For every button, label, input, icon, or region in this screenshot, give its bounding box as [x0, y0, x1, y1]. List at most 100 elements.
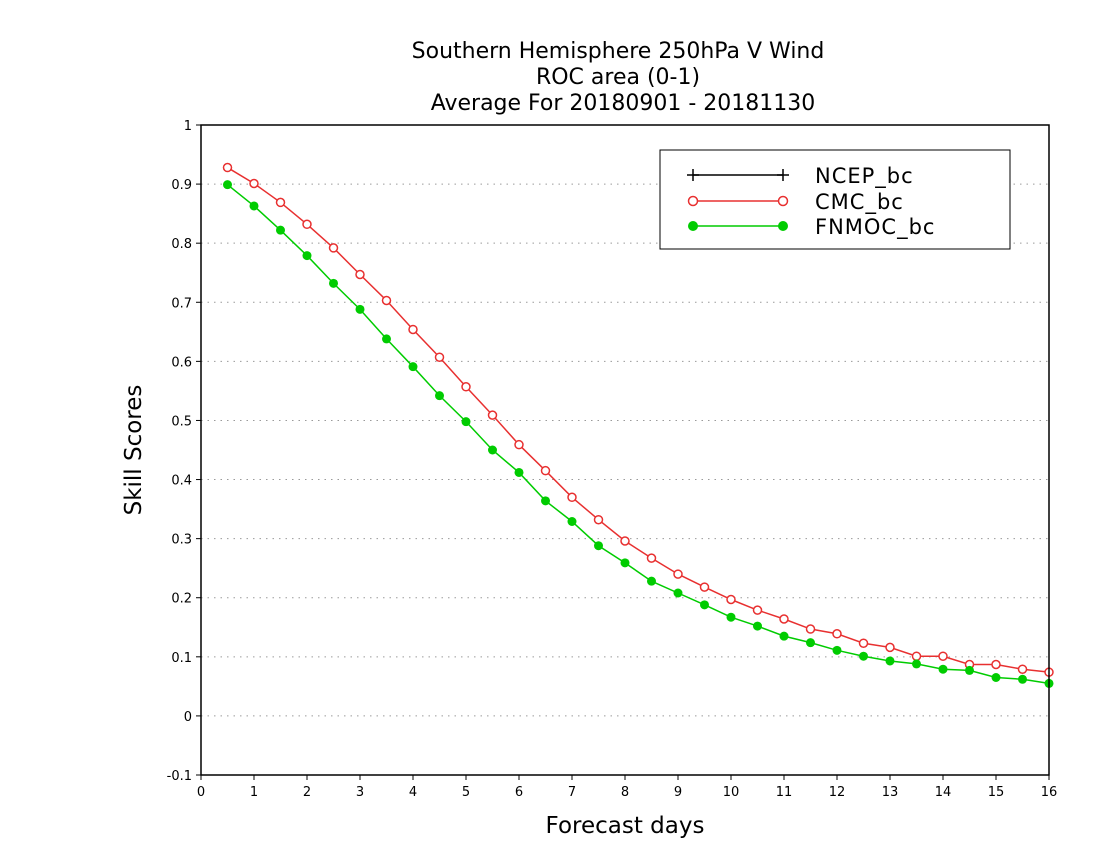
plot-frame — [200, 124, 1050, 776]
data-point-cmc-bc — [699, 582, 710, 592]
data-point-fnmoc-bc — [726, 612, 736, 622]
legend-label-fnmoc: FNMOC_bc — [815, 215, 935, 240]
x-tick-label: 14 — [935, 785, 952, 800]
data-point-fnmoc-bc — [408, 362, 418, 372]
data-point-fnmoc-bc — [806, 638, 815, 648]
x-tick-label: 7 — [568, 785, 576, 800]
legend-marker-cmc-right — [777, 195, 789, 207]
data-point-cmc-bc — [991, 659, 1001, 670]
x-tick-label: 2 — [303, 785, 311, 800]
x-axis-label: Forecast days — [546, 813, 705, 839]
data-point-cmc-bc — [858, 638, 869, 648]
y-tick-label: 0.8 — [171, 237, 192, 252]
x-tick-label: 15 — [988, 785, 1005, 800]
x-tick-label: 6 — [515, 785, 523, 800]
data-point-cmc-bc — [328, 243, 339, 253]
data-point-fnmoc-bc — [249, 201, 259, 211]
data-point-fnmoc-bc — [435, 391, 444, 401]
legend-marker-cmc-left — [687, 195, 699, 207]
data-point-fnmoc-bc — [382, 334, 391, 344]
data-point-cmc-bc — [779, 614, 789, 624]
y-tick-label: -0.1 — [167, 769, 192, 784]
data-point-fnmoc-bc — [488, 445, 497, 455]
data-point-fnmoc-bc — [620, 558, 630, 568]
legend-item-fnmoc: FNMOC_bc — [688, 215, 935, 240]
y-tick-label: 0.6 — [171, 355, 192, 370]
data-point-cmc-bc — [408, 324, 418, 335]
legend-box — [659, 149, 1011, 250]
data-point-fnmoc-bc — [673, 588, 683, 598]
data-point-cmc-bc — [275, 197, 286, 208]
series-line-fnmoc-bc — [227, 184, 1050, 685]
data-point-cmc-bc — [1017, 664, 1028, 674]
chart-title-line-3: Average For 20180901 - 20181130 — [431, 91, 816, 116]
data-point-cmc-bc — [222, 162, 233, 173]
legend-label-cmc: CMC_bc — [815, 190, 904, 215]
data-point-fnmoc-bc — [647, 576, 656, 586]
x-tick-label: 1 — [250, 785, 258, 800]
y-tick-label: 0.9 — [171, 178, 192, 193]
legend-item-cmc: CMC_bc — [687, 190, 904, 215]
data-point-cmc-bc — [593, 514, 604, 525]
legend-marker-ncep-left — [687, 169, 699, 181]
data-point-cmc-bc — [249, 178, 259, 189]
x-tick-label: 9 — [674, 785, 682, 800]
y-tick-label: 0.4 — [171, 474, 192, 489]
data-point-fnmoc-bc — [832, 645, 842, 655]
data-point-cmc-bc — [302, 219, 312, 230]
x-tick-label: 13 — [882, 785, 899, 800]
data-point-fnmoc-bc — [276, 225, 285, 235]
data-point-fnmoc-bc — [779, 631, 789, 641]
grid-layer — [201, 183, 1049, 717]
legend-marker-ncep-right — [777, 169, 789, 181]
y-axis-label: Skill Scores — [121, 385, 147, 516]
data-point-fnmoc-bc — [541, 496, 550, 506]
data-point-fnmoc-bc — [329, 278, 338, 288]
y-tick-label: 0.3 — [171, 533, 192, 548]
legend: NCEP_bc CMC_bc FNMOC_bc — [659, 149, 1011, 250]
y-tick-label: 1 — [184, 119, 192, 134]
x-tick-label: 11 — [776, 785, 793, 800]
data-point-cmc-bc — [567, 492, 577, 503]
chart-title-line-1: Southern Hemisphere 250hPa V Wind — [412, 39, 825, 64]
x-tick-label: 16 — [1041, 785, 1058, 800]
x-tick-label: 12 — [829, 785, 846, 800]
data-point-cmc-bc — [620, 536, 630, 546]
data-point-fnmoc-bc — [1018, 674, 1027, 684]
data-point-fnmoc-bc — [355, 304, 365, 314]
legend-item-ncep: NCEP_bc — [687, 164, 913, 189]
y-tick-label: 0.2 — [171, 592, 192, 607]
y-tick-label: 0.7 — [171, 296, 192, 311]
y-tick-label: 0.5 — [171, 414, 192, 429]
data-point-fnmoc-bc — [912, 659, 921, 669]
data-point-fnmoc-bc — [938, 664, 948, 674]
data-point-cmc-bc — [911, 651, 922, 661]
data-point-fnmoc-bc — [991, 673, 1001, 682]
chart-title-line-2: ROC area (0-1) — [536, 65, 700, 90]
data-point-cmc-bc — [514, 439, 524, 450]
data-point-fnmoc-bc — [461, 417, 471, 427]
data-point-cmc-bc — [646, 553, 657, 563]
data-point-cmc-bc — [355, 269, 365, 280]
x-tick-label: 8 — [621, 785, 629, 800]
series-layer — [222, 162, 1054, 688]
data-point-cmc-bc — [381, 295, 392, 306]
x-tick-label: 4 — [409, 785, 417, 800]
data-point-cmc-bc — [832, 629, 842, 639]
data-point-cmc-bc — [540, 465, 551, 476]
legend-marker-fnmoc-left — [688, 221, 698, 231]
data-point-cmc-bc — [938, 651, 948, 661]
data-point-cmc-bc — [673, 569, 683, 579]
legend-marker-fnmoc-right — [778, 221, 788, 231]
data-point-fnmoc-bc — [700, 600, 709, 610]
data-point-fnmoc-bc — [223, 180, 232, 190]
data-point-fnmoc-bc — [567, 517, 577, 526]
y-tick-label: 0.1 — [171, 651, 192, 666]
x-tick-label: 10 — [723, 785, 740, 800]
data-point-cmc-bc — [487, 410, 498, 420]
data-point-fnmoc-bc — [753, 621, 762, 631]
data-point-fnmoc-bc — [885, 656, 895, 666]
data-point-fnmoc-bc — [594, 541, 603, 551]
data-point-fnmoc-bc — [965, 665, 974, 675]
